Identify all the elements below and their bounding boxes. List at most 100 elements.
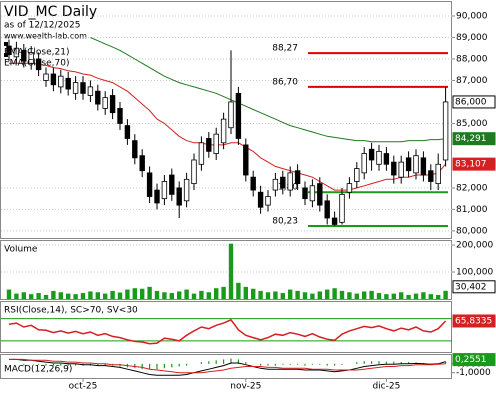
y-tick-label: -1,0000 bbox=[456, 368, 491, 378]
volume-bar bbox=[228, 243, 234, 299]
macd-panel bbox=[0, 354, 452, 379]
macd-histogram-bar bbox=[282, 363, 284, 365]
candle-body bbox=[331, 217, 338, 225]
volume-bar bbox=[51, 290, 56, 299]
y-tick-label: 88,000 bbox=[456, 54, 488, 64]
volume-panel bbox=[0, 240, 452, 300]
candle-body bbox=[213, 133, 219, 154]
volume-bar bbox=[347, 292, 352, 299]
volume-bar bbox=[265, 292, 271, 299]
volume-bar bbox=[302, 292, 308, 299]
volume-bar bbox=[310, 293, 315, 299]
candle-body bbox=[161, 181, 168, 200]
candle-body bbox=[405, 157, 412, 172]
macd-histogram-bar bbox=[400, 362, 402, 364]
macd-histogram-bar bbox=[334, 363, 336, 366]
value-box bbox=[452, 132, 496, 146]
volume-bar bbox=[43, 294, 49, 299]
candle-body bbox=[324, 200, 330, 219]
volume-bar bbox=[14, 293, 19, 299]
rsi-line bbox=[8, 318, 447, 345]
candle-body bbox=[58, 75, 64, 88]
candle-body bbox=[339, 193, 345, 223]
volume-bar bbox=[147, 286, 152, 299]
volume-bar bbox=[154, 290, 160, 299]
legend-swatch bbox=[4, 42, 8, 46]
volume-bar bbox=[384, 294, 389, 299]
macd-histogram-bar bbox=[171, 363, 173, 368]
volume-bar bbox=[436, 294, 441, 299]
volume-bar bbox=[251, 288, 256, 299]
legend-swatch bbox=[4, 53, 8, 57]
macd-histogram-bar bbox=[149, 363, 151, 370]
volume-bar bbox=[428, 294, 433, 299]
volume-bar bbox=[399, 292, 404, 299]
volume-bar bbox=[162, 292, 167, 299]
macd-histogram-bar bbox=[208, 361, 210, 364]
volume-bar bbox=[354, 293, 359, 299]
value-box bbox=[452, 314, 496, 328]
volume-bar bbox=[443, 290, 448, 299]
macd-histogram-bar bbox=[385, 361, 387, 364]
macd-histogram-bar bbox=[326, 363, 328, 366]
candle-body bbox=[428, 170, 434, 182]
x-tick-label: oct-25 bbox=[69, 382, 98, 392]
candle-body bbox=[287, 172, 293, 191]
value-box bbox=[452, 353, 496, 367]
y-tick-label: 80,000 bbox=[456, 226, 488, 236]
volume-bar bbox=[288, 289, 293, 299]
volume-bar bbox=[258, 290, 263, 299]
macd-histogram-bar bbox=[104, 363, 106, 366]
candle-body bbox=[169, 174, 175, 195]
volume-bar bbox=[332, 288, 337, 299]
signal-line bbox=[9, 358, 446, 374]
macd-histogram-bar bbox=[186, 363, 188, 366]
macd-histogram-bar bbox=[445, 361, 447, 364]
volume-bar bbox=[421, 292, 426, 299]
candle-body bbox=[250, 176, 256, 191]
volume-bar bbox=[66, 293, 71, 299]
candle-body bbox=[361, 153, 367, 174]
volume-bar bbox=[391, 293, 396, 299]
candle-body bbox=[28, 52, 34, 64]
candle-body bbox=[398, 161, 404, 178]
macd-histogram-bar bbox=[371, 361, 373, 364]
candle-body bbox=[139, 155, 145, 172]
volume-bar bbox=[140, 288, 145, 299]
macd-histogram-bar bbox=[297, 363, 299, 365]
volume-bar bbox=[184, 289, 189, 299]
volume-bar bbox=[221, 286, 226, 299]
macd-histogram-bar bbox=[289, 363, 291, 365]
volume-bar bbox=[117, 292, 123, 299]
x-tick-label: dic-25 bbox=[372, 382, 400, 392]
macd-histogram-bar bbox=[267, 363, 269, 366]
y-tick-label: 81,000 bbox=[456, 205, 488, 215]
candle-body bbox=[435, 163, 441, 185]
candle-body bbox=[124, 125, 131, 139]
y-tick-label: 87,000 bbox=[456, 76, 488, 86]
macd-histogram-bar bbox=[60, 363, 62, 366]
candle-body bbox=[265, 196, 271, 206]
candle-body bbox=[132, 140, 138, 159]
ema-line bbox=[9, 62, 446, 191]
macd-histogram-bar bbox=[408, 362, 410, 364]
candle-body bbox=[102, 97, 108, 109]
ema-line bbox=[90, 37, 446, 143]
volume-bar bbox=[125, 289, 130, 299]
candle-body bbox=[243, 144, 249, 176]
volume-title: Volume bbox=[4, 245, 38, 255]
candle-body bbox=[109, 95, 116, 114]
last-value-label: 86,000 bbox=[455, 97, 487, 107]
volume-bar bbox=[243, 286, 248, 299]
macd-histogram-bar bbox=[38, 363, 40, 365]
candle-body bbox=[228, 101, 234, 129]
last-value-label: 83,107 bbox=[455, 160, 487, 170]
candle-body bbox=[391, 161, 397, 176]
y-tick-label: 89,000 bbox=[456, 33, 488, 43]
volume-bar bbox=[339, 290, 345, 299]
x-tick-label: nov-25 bbox=[230, 382, 261, 392]
y-tick-label: 90,000 bbox=[456, 11, 488, 21]
macd-histogram-bar bbox=[378, 361, 380, 364]
candle-body bbox=[146, 172, 153, 197]
volume-bar bbox=[80, 293, 86, 299]
